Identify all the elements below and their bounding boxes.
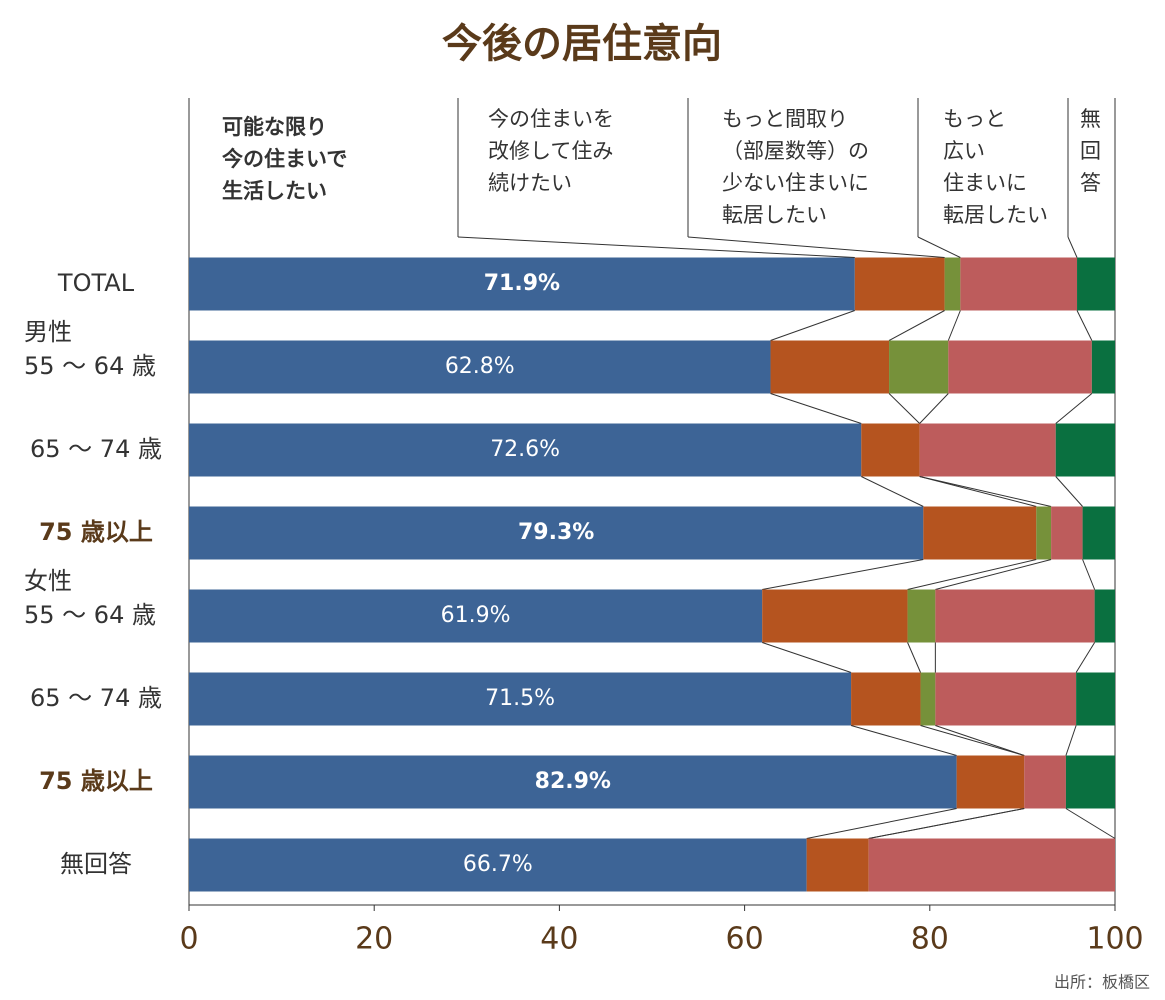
bar-segment: [948, 340, 1092, 394]
chart-title: 今後の居住意向: [442, 21, 722, 67]
connector: [907, 642, 921, 673]
bar-segment: [935, 589, 1095, 643]
connector: [935, 725, 1025, 756]
legend-label: 無回答: [1080, 107, 1101, 195]
value-label: 71.5%: [485, 686, 555, 711]
bar-segment: [919, 423, 1056, 477]
legend-label: 今の住まいを改修して住み続けたい: [488, 107, 614, 195]
bar-segment: [1055, 423, 1115, 477]
connector: [888, 310, 945, 341]
category-label: 75 歳以上: [39, 518, 153, 546]
bar-segment: [189, 755, 957, 809]
connector: [1075, 642, 1096, 673]
leader-line: [917, 236, 961, 258]
bar-segment: [770, 340, 890, 394]
bar-segment: [189, 672, 852, 726]
bar-segment: [920, 672, 936, 726]
bar-segment: [189, 838, 807, 892]
connector: [919, 393, 949, 424]
connector: [1055, 476, 1083, 507]
value-label: 82.9%: [535, 769, 611, 794]
bar-segment: [923, 506, 1037, 560]
value-label: 66.7%: [463, 852, 533, 877]
value-label: 61.9%: [441, 603, 511, 628]
category-label: TOTAL: [57, 269, 135, 297]
value-label: 62.8%: [445, 354, 515, 379]
category-label: 65 ～ 74 歳: [30, 435, 162, 463]
leader-line: [1067, 236, 1078, 258]
connector: [762, 559, 924, 590]
bar-segment: [960, 257, 1078, 311]
bar-segment: [1077, 257, 1115, 311]
connector: [920, 725, 1025, 756]
bar-segment: [956, 755, 1025, 809]
bar-segment: [944, 257, 961, 311]
value-label: 72.6%: [490, 437, 560, 462]
bar-segment: [861, 423, 920, 477]
connector: [868, 808, 1025, 839]
x-tick-label: 40: [540, 922, 578, 957]
bar-segment: [806, 838, 869, 892]
bar-segment: [907, 589, 936, 643]
connector: [888, 393, 920, 424]
connector: [762, 642, 852, 673]
connector: [907, 559, 1037, 590]
bar-segment: [189, 589, 763, 643]
source: 出所：板橋区: [1054, 973, 1150, 992]
bar-segment: [889, 340, 949, 394]
bar-segment: [189, 506, 924, 560]
legend-label: もっと間取り（部屋数等）の少ない住まいに転居したい: [722, 107, 869, 227]
x-tick-label: 20: [355, 922, 393, 957]
bar-segment: [189, 340, 771, 394]
x-tick-label: 60: [726, 922, 764, 957]
x-tick-label: 0: [179, 922, 198, 957]
bar-segment: [1091, 340, 1115, 394]
legend-label: もっと広い住まいに転居したい: [943, 107, 1048, 227]
category-label: 女性 55 ～ 64 歳: [24, 567, 156, 629]
category-label: 無回答: [60, 850, 132, 878]
connector: [1055, 393, 1093, 424]
bar-segment: [762, 589, 908, 643]
category-label: 男性 55 ～ 64 歳: [24, 318, 156, 380]
leader-line: [457, 236, 855, 258]
bar-segment: [1082, 506, 1115, 560]
bar-segment: [189, 257, 855, 311]
legend-label: 可能な限り今の住まいで生活したい: [222, 115, 347, 203]
connector: [770, 310, 855, 341]
connector: [806, 808, 957, 839]
bar-segment: [1094, 589, 1115, 643]
connector: [861, 476, 924, 507]
x-tick-label: 80: [911, 922, 949, 957]
bar-segment: [868, 838, 1115, 892]
category-label: 65 ～ 74 歳: [30, 684, 162, 712]
connector: [1065, 725, 1077, 756]
bar-segment: [854, 257, 945, 311]
connector: [935, 559, 1052, 590]
bar-segment: [1076, 672, 1115, 726]
bar-segment: [1051, 506, 1083, 560]
connector: [947, 310, 961, 341]
leader-line: [687, 236, 945, 258]
connector: [1076, 310, 1093, 341]
bar-segment: [851, 672, 921, 726]
bar-segment: [1024, 755, 1066, 809]
value-label: 79.3%: [518, 520, 594, 545]
bar-segment: [189, 423, 862, 477]
connector: [1065, 808, 1116, 839]
bar-segment: [1036, 506, 1052, 560]
connector: [919, 476, 1037, 507]
connector: [770, 393, 862, 424]
bar-segment: [935, 672, 1077, 726]
category-label: 75 歳以上: [39, 767, 153, 795]
value-label: 71.9%: [484, 271, 560, 296]
connector: [850, 725, 957, 756]
connector: [1082, 559, 1096, 590]
connector: [919, 476, 1052, 507]
x-tick-label: 100: [1086, 922, 1143, 957]
bar-segment: [1065, 755, 1115, 809]
